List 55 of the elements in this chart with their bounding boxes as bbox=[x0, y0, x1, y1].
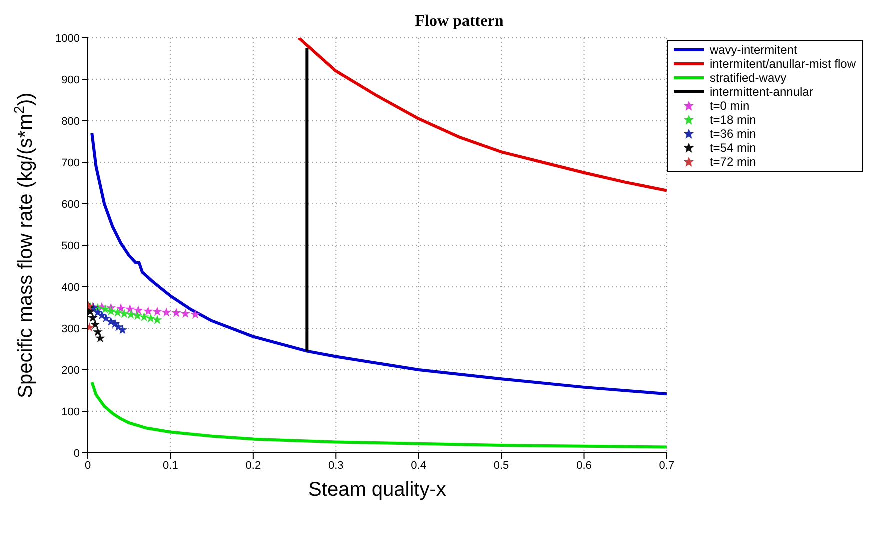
y-tick-label: 100 bbox=[62, 406, 80, 418]
x-tick-label: 0.2 bbox=[246, 460, 262, 472]
y-tick-label: 200 bbox=[62, 364, 80, 377]
point bbox=[190, 310, 200, 319]
legend-label: t=54 min bbox=[710, 141, 756, 155]
x-tick-label: 0.5 bbox=[494, 460, 510, 472]
legend-label: t=18 min bbox=[710, 113, 756, 127]
y-tick-label: 300 bbox=[62, 323, 80, 336]
x-tick-label: 0.3 bbox=[328, 460, 344, 472]
y-tick-label: 600 bbox=[62, 198, 80, 211]
x-tick-label: 0.6 bbox=[576, 460, 592, 472]
point bbox=[119, 308, 130, 318]
point bbox=[146, 313, 156, 323]
point bbox=[101, 313, 112, 323]
y-tick-label: 900 bbox=[62, 74, 80, 86]
x-axis-title: Steam quality-x bbox=[308, 479, 446, 501]
point bbox=[106, 306, 116, 316]
line-series bbox=[90, 380, 667, 449]
point bbox=[162, 308, 172, 317]
x-tick-label: 0.4 bbox=[411, 460, 426, 472]
legend-label: t=72 min bbox=[710, 155, 756, 169]
legend-label: stratified-wavy bbox=[710, 71, 787, 85]
legend-label: t=0 min bbox=[710, 99, 750, 113]
y-tick-label: 700 bbox=[62, 157, 80, 170]
chart-title: Flow pattern bbox=[415, 13, 504, 30]
point bbox=[152, 306, 162, 316]
line-series bbox=[297, 38, 667, 192]
point bbox=[93, 327, 103, 336]
y-tick-label: 500 bbox=[62, 240, 80, 252]
legend-label: wavy-intermitent bbox=[710, 43, 798, 57]
y-tick-label: 800 bbox=[62, 116, 80, 128]
y-tick-label: 0 bbox=[74, 448, 80, 460]
point bbox=[152, 315, 162, 324]
y-tick-label: 1000 bbox=[56, 32, 80, 45]
point bbox=[88, 312, 98, 322]
point bbox=[90, 320, 100, 329]
point bbox=[126, 310, 136, 319]
legend-label: intermittent-annular bbox=[710, 85, 814, 99]
point bbox=[172, 308, 182, 318]
legend-label: intermitent/anullar-mist flow bbox=[710, 57, 856, 71]
point bbox=[112, 308, 123, 317]
y-tick-label: 400 bbox=[62, 282, 80, 294]
legend-label: t=36 min bbox=[710, 127, 756, 141]
x-tick-label: 0 bbox=[84, 460, 92, 472]
point bbox=[95, 333, 106, 343]
point bbox=[118, 324, 128, 334]
line-series bbox=[90, 132, 667, 396]
x-tick-label: 0.7 bbox=[659, 460, 675, 472]
point bbox=[100, 304, 110, 314]
x-tick-label: 0.1 bbox=[163, 460, 178, 472]
point bbox=[180, 308, 191, 318]
point bbox=[139, 312, 150, 322]
point bbox=[132, 310, 143, 320]
point bbox=[134, 305, 144, 315]
point bbox=[143, 306, 154, 316]
